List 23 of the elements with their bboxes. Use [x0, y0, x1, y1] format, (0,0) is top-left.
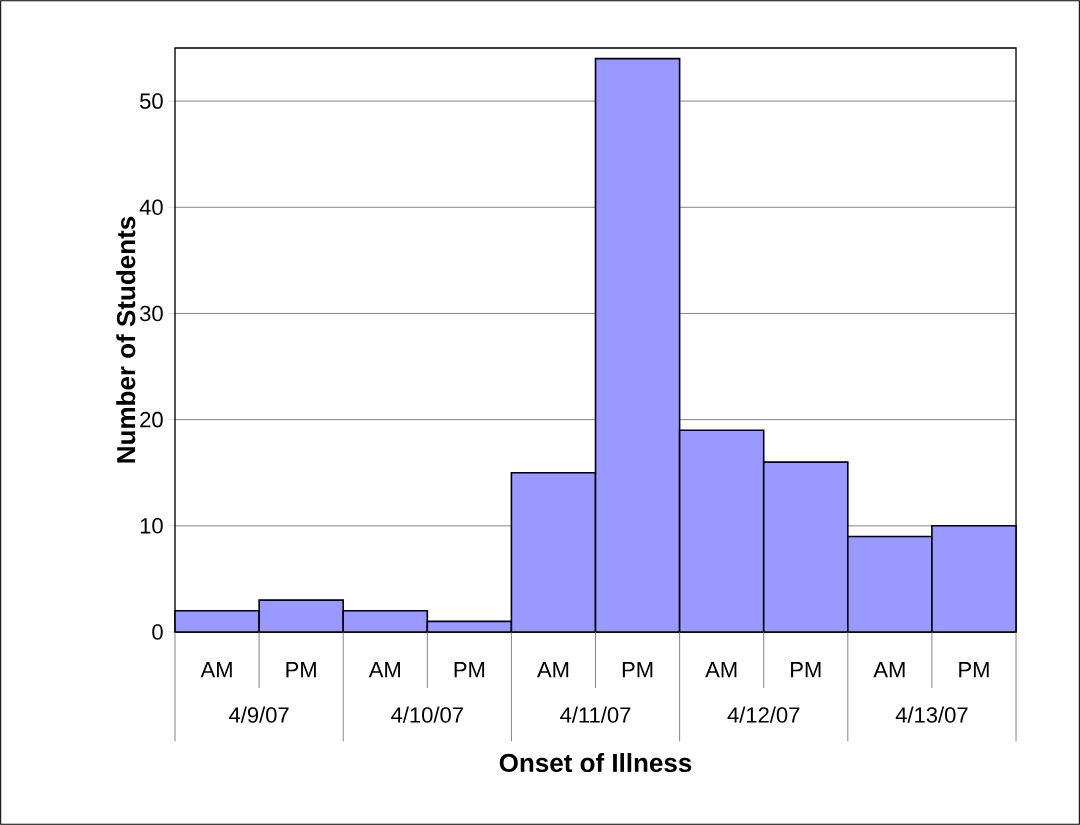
- y-tick-label: 40: [139, 199, 163, 216]
- x-tick-label: PM: [959, 662, 989, 678]
- text: 4/12/07: [727, 706, 800, 723]
- y-axis-title: Number of Students: [116, 216, 136, 463]
- x-tick-label: PM: [791, 662, 821, 678]
- x-tick-label: PM: [622, 662, 653, 678]
- x-tick-label: AM: [537, 662, 569, 678]
- x-tick-label: PM: [286, 662, 316, 678]
- x-axis-title: Onset of Illness: [499, 753, 692, 773]
- x-tick-label: AM: [705, 662, 737, 678]
- y-tick-label: 30: [139, 305, 163, 322]
- text: 4/10/07: [391, 706, 463, 723]
- x-tick-label: AM: [200, 662, 232, 678]
- y-tick-label: 50: [140, 93, 163, 109]
- x-tick-label: AM: [873, 662, 905, 678]
- text: 4/11/07: [560, 706, 631, 723]
- y-tick-label: 20: [140, 411, 163, 428]
- text: 4/9/07: [229, 706, 289, 723]
- x-tick-label: AM: [368, 662, 400, 678]
- x-tick-label: PM: [454, 662, 485, 678]
- y-tick-label: 0: [152, 624, 163, 640]
- y-tick-label: 10: [140, 518, 163, 534]
- text: 4/13/07: [895, 706, 968, 723]
